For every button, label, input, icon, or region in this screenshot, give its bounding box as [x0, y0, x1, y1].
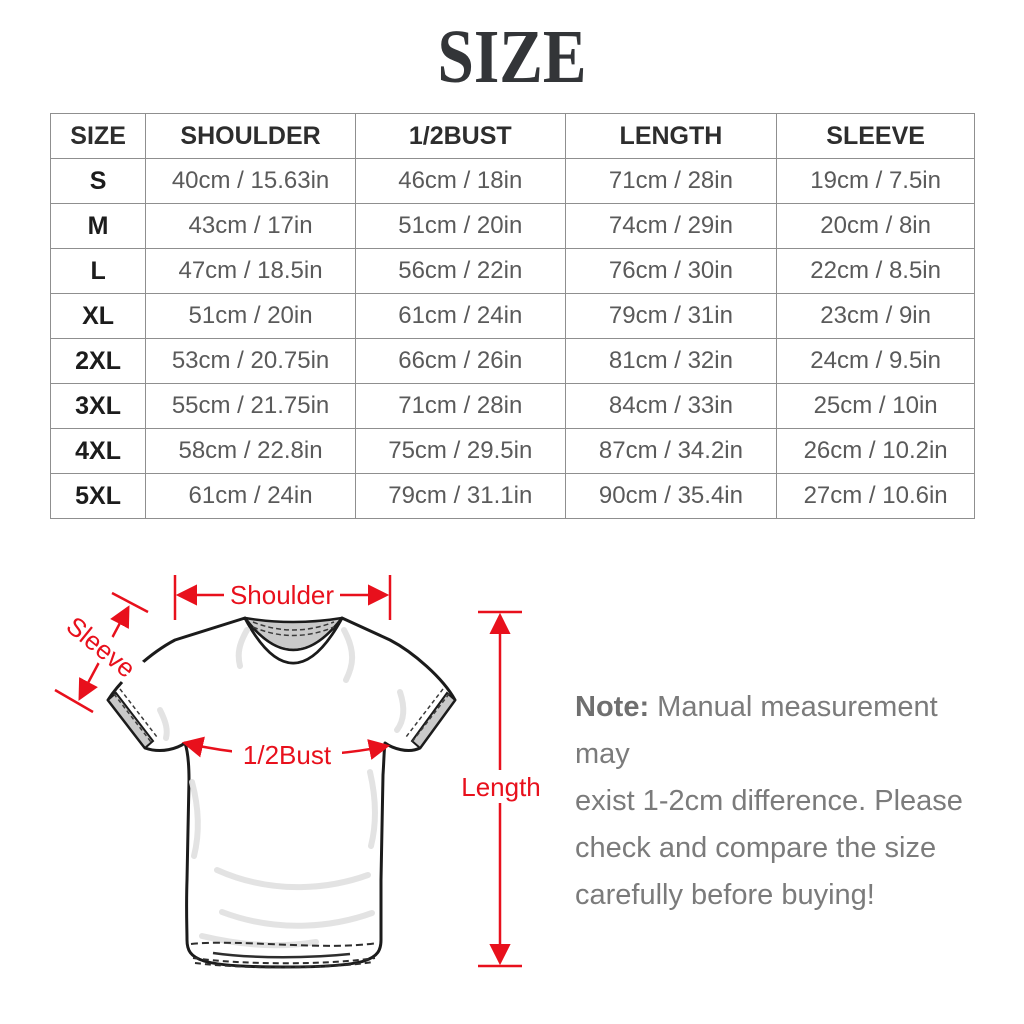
- measurement-cell: 24cm / 9.5in: [776, 338, 975, 384]
- note-line-2: exist 1-2cm difference. Please: [575, 785, 963, 817]
- tshirt-diagram-svg: Shoulder Sleeve 1/2Bust: [54, 575, 548, 969]
- note-label: Note:: [575, 691, 650, 723]
- measurement-cell: 55cm / 21.75in: [145, 383, 356, 429]
- measurement-cell: 22cm / 8.5in: [776, 248, 975, 294]
- measurement-cell: 19cm / 7.5in: [776, 158, 975, 204]
- sleeve-label: Sleeve: [61, 610, 142, 683]
- measurement-cell: 76cm / 30in: [564, 248, 778, 294]
- measurement-cell: 84cm / 33in: [564, 383, 778, 429]
- column-header-length: LENGTH: [564, 113, 778, 159]
- measurement-cell: 61cm / 24in: [145, 473, 356, 519]
- measurement-cell: 23cm / 9in: [776, 293, 975, 339]
- measurement-cell: 56cm / 22in: [354, 248, 566, 294]
- size-cell: 4XL: [49, 428, 147, 474]
- table-row: 4XL 58cm / 22.8in 75cm / 29.5in 87cm / 34.2…: [49, 428, 975, 474]
- measurement-cell: 81cm / 32in: [564, 338, 778, 384]
- size-table-body: S 40cm / 15.63in 46cm / 18in 71cm / 28in 19c…: [49, 158, 975, 519]
- bust-label: 1/2Bust: [243, 740, 332, 770]
- column-header-shoulder: SHOULDER: [145, 113, 356, 159]
- bust-measure-arrow: [181, 736, 391, 770]
- table-header-row: SIZE SHOULDER 1/2BUST LENGTH SLEEVE: [49, 113, 975, 159]
- length-measure-arrow: [454, 610, 548, 968]
- measurement-cell: 79cm / 31in: [564, 293, 778, 339]
- column-header-1-2bust: 1/2BUST: [354, 113, 566, 159]
- measurement-cell: 53cm / 20.75in: [145, 338, 356, 384]
- table-row: M 43cm / 17in 51cm / 20in 74cm / 29in 20cm /…: [49, 203, 975, 249]
- sleeve-label-group: Sleeve: [57, 607, 145, 686]
- measurement-cell: 75cm / 29.5in: [354, 428, 566, 474]
- note-text: Note: Manual measurement may exist 1-2cm…: [575, 684, 995, 919]
- size-cell: M: [49, 203, 147, 249]
- measurement-cell: 66cm / 26in: [354, 338, 566, 384]
- note-line-4: carefully before buying!: [575, 879, 875, 911]
- hem-stitching: [190, 941, 378, 969]
- measurement-cell: 51cm / 20in: [354, 203, 566, 249]
- measurement-cell: 90cm / 35.4in: [564, 473, 778, 519]
- measurement-cell: 71cm / 28in: [564, 158, 778, 204]
- collar: [243, 616, 344, 664]
- table-row: 5XL 61cm / 24in 79cm / 31.1in 90cm / 35.4in…: [49, 473, 975, 519]
- table-row: XL 51cm / 20in 61cm / 24in 79cm / 31in 23cm …: [49, 293, 975, 339]
- collar-stitch-line: [252, 621, 335, 631]
- measurement-cell: 71cm / 28in: [354, 383, 566, 429]
- measurement-cell: 43cm / 17in: [145, 203, 356, 249]
- measurement-cell: 40cm / 15.63in: [145, 158, 356, 204]
- note-line-3: check and compare the size: [575, 832, 937, 864]
- wrinkle-shading: [157, 627, 407, 949]
- measurement-cell: 25cm / 10in: [776, 383, 975, 429]
- measurement-cell: 26cm / 10.2in: [776, 428, 975, 474]
- measurement-cell: 79cm / 31.1in: [354, 473, 566, 519]
- column-header-sleeve: SLEEVE: [776, 113, 975, 159]
- right-sleeve-cuff: [405, 688, 457, 750]
- measurement-cell: 58cm / 22.8in: [145, 428, 356, 474]
- table-row: L 47cm / 18.5in 56cm / 22in 76cm / 30in 22cm…: [49, 248, 975, 294]
- size-table: SIZE SHOULDER 1/2BUST LENGTH SLEEVE S 40cm / …: [49, 113, 975, 519]
- size-cell: 2XL: [49, 338, 147, 384]
- measurement-cell: 51cm / 20in: [145, 293, 356, 339]
- note-line-1: Manual measurement may: [575, 691, 938, 770]
- shoulder-label: Shoulder: [230, 580, 334, 610]
- size-cell: L: [49, 248, 147, 294]
- page-title: SIZE: [437, 15, 587, 99]
- collar-band: [243, 616, 344, 664]
- tshirt-body: [106, 616, 457, 969]
- measurement-cell: 27cm / 10.6in: [776, 473, 975, 519]
- note-line: Note: Manual measurement may: [575, 684, 995, 778]
- tshirt-measurement-diagram: Shoulder Sleeve 1/2Bust: [50, 570, 548, 1024]
- length-label: Length: [461, 772, 540, 802]
- measurement-cell: 46cm / 18in: [354, 158, 566, 204]
- shoulder-measure-arrow: [173, 575, 392, 620]
- size-cell: 3XL: [49, 383, 147, 429]
- measurement-cell: 74cm / 29in: [564, 203, 778, 249]
- table-row: 2XL 53cm / 20.75in 66cm / 26in 81cm / 32in 2…: [49, 338, 975, 384]
- table-row: 3XL 55cm / 21.75in 71cm / 28in 84cm / 33in 2…: [49, 383, 975, 429]
- measurement-cell: 47cm / 18.5in: [145, 248, 356, 294]
- size-cell: 5XL: [49, 473, 147, 519]
- tshirt-graphic: [106, 616, 457, 969]
- size-cell: S: [49, 158, 147, 204]
- table-row: S 40cm / 15.63in 46cm / 18in 71cm / 28in 19c…: [49, 158, 975, 204]
- size-cell: XL: [49, 293, 147, 339]
- column-header-size: SIZE: [49, 113, 147, 159]
- measurement-cell: 87cm / 34.2in: [564, 428, 778, 474]
- measurement-cell: 61cm / 24in: [354, 293, 566, 339]
- collar-stitch-line: [252, 626, 335, 637]
- measurement-cell: 20cm / 8in: [776, 203, 975, 249]
